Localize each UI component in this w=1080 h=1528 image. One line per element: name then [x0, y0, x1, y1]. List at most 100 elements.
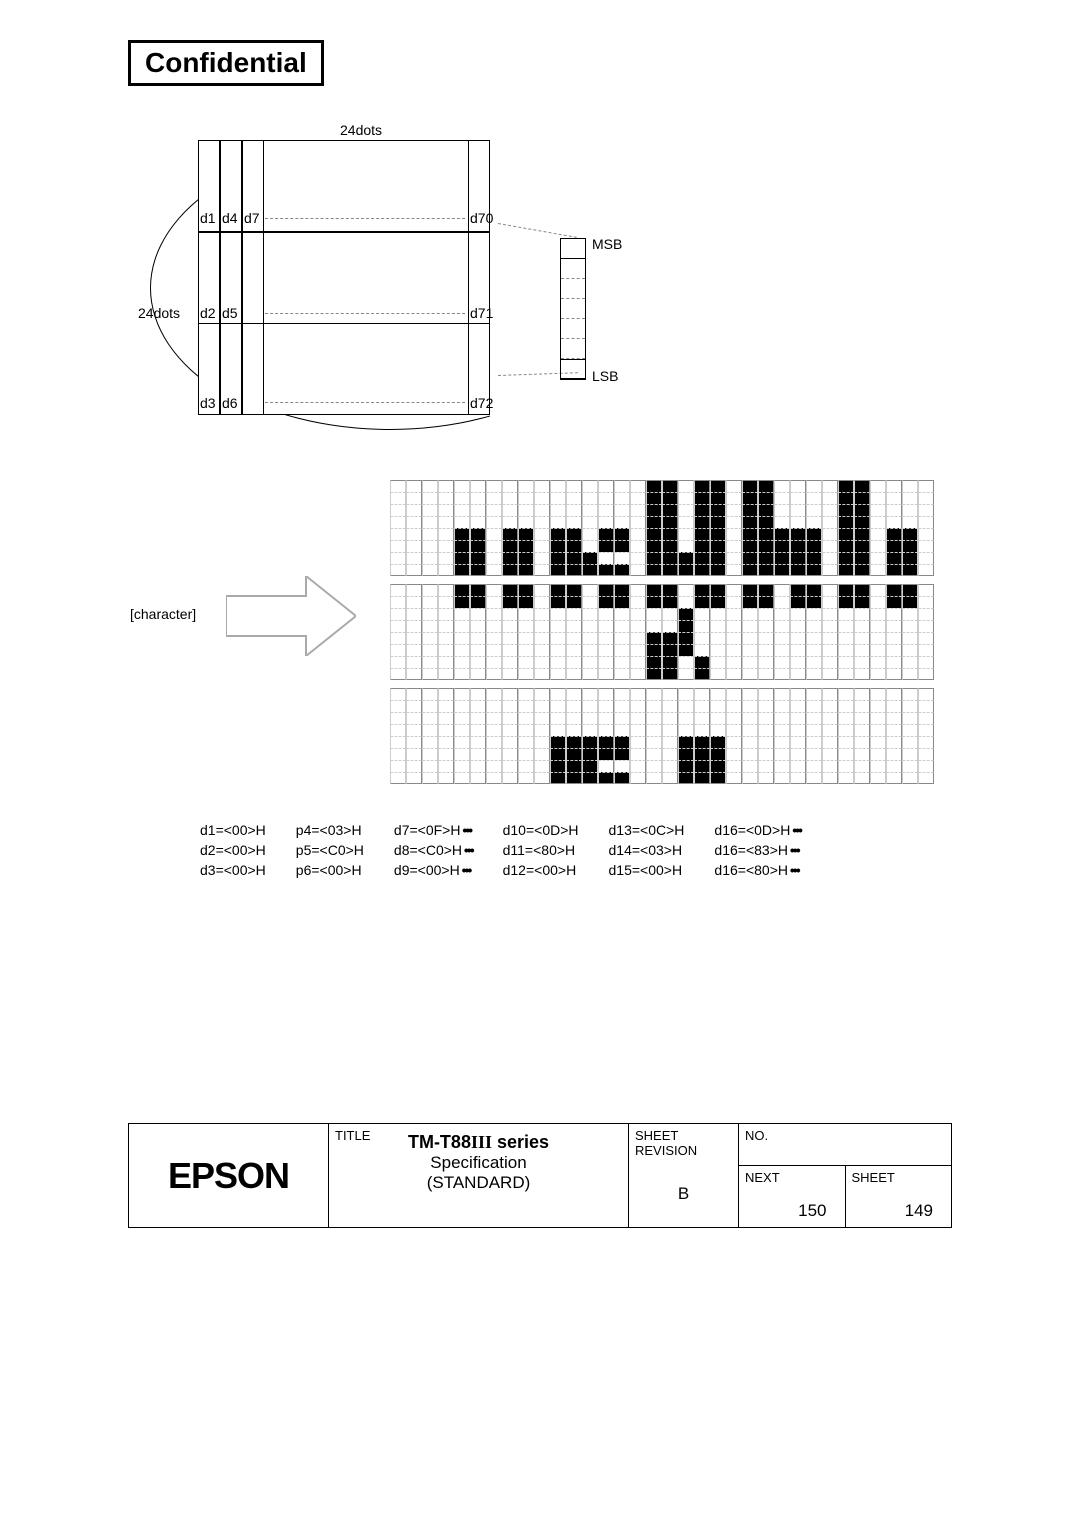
data-row: d13=<0C>H: [609, 820, 685, 840]
confidential-badge: Confidential: [128, 40, 324, 86]
character-diagram: [character]: [130, 480, 950, 820]
dash-r1: [265, 218, 465, 219]
arrow-icon: [226, 576, 356, 656]
label-d72: d72: [470, 395, 493, 411]
data-row: d7=<0F>H •••: [394, 820, 473, 840]
grid-row-2: [198, 232, 490, 324]
bitmap-col: [854, 480, 870, 792]
bitmap-col: [710, 480, 726, 792]
bitmap-col: [550, 480, 566, 792]
data-row: d16=<0D>H •••: [714, 820, 801, 840]
data-col: d16=<0D>H •••d16=<83>H •••d16=<80>H •••: [714, 820, 801, 880]
bitmap-col: [502, 480, 518, 792]
label-d7: d7: [244, 210, 260, 226]
bitmap-col: [438, 480, 454, 792]
data-row: p6=<00>H: [296, 860, 364, 880]
bitmap-col: [790, 480, 806, 792]
bitmap-col: [518, 480, 534, 792]
label-d3: d3: [200, 395, 216, 411]
data-row: d11=<80>H: [503, 840, 579, 860]
msb-label: MSB: [592, 236, 622, 252]
title-main-a: TM-T88: [408, 1132, 471, 1152]
data-col: d1=<00>Hd2=<00>Hd3=<00>H: [200, 820, 266, 880]
right-block: NO. NEXT 150 SHEET 149: [739, 1124, 951, 1227]
bitmap-col: [454, 480, 470, 792]
byte-detail: [560, 238, 586, 380]
data-row: d3=<00>H: [200, 860, 266, 880]
data-col: d7=<0F>H •••d8=<C0>H •••d9=<00>H •••: [394, 820, 473, 880]
width-label-top: 24dots: [340, 122, 382, 138]
data-row: d9=<00>H •••: [394, 860, 473, 880]
next-value: 150: [798, 1201, 826, 1221]
data-row: p5=<C0>H: [296, 840, 364, 860]
bitmap-col: [662, 480, 678, 792]
ellipse-bottom: [190, 414, 490, 444]
bitmap-col: [470, 480, 486, 792]
bitmap-col: [630, 480, 646, 792]
sheet-block: SHEET 149: [846, 1166, 952, 1227]
data-col: p4=<03>Hp5=<C0>Hp6=<00>H: [296, 820, 364, 880]
bitmap-col: [390, 480, 406, 792]
label-d71: d71: [470, 305, 493, 321]
logo: EPSON: [129, 1124, 329, 1227]
revision-label: SHEET REVISION: [629, 1124, 738, 1166]
bitmap-col: [422, 480, 438, 792]
data-row: p4=<03>H: [296, 820, 364, 840]
footer-table: EPSON TITLE TM-T88III series Specificati…: [128, 1123, 952, 1228]
data-row: d16=<80>H •••: [714, 860, 801, 880]
bitmap-col: [582, 480, 598, 792]
data-row: d16=<83>H •••: [714, 840, 801, 860]
bitmap-col: [806, 480, 822, 792]
label-d4: d4: [222, 210, 238, 226]
bitmap-col: [742, 480, 758, 792]
revision-block: SHEET REVISION B: [629, 1124, 739, 1227]
character-label: [character]: [130, 606, 196, 622]
data-col: d10=<0D>Hd11=<80>Hd12=<00>H: [503, 820, 579, 880]
next-label: NEXT: [745, 1170, 780, 1185]
bitmap-col: [566, 480, 582, 792]
data-row: d12=<00>H: [503, 860, 579, 880]
title-sub1: Specification: [329, 1153, 628, 1173]
data-row: d2=<00>H: [200, 840, 266, 860]
bitmap-col: [406, 480, 422, 792]
data-row: d8=<C0>H •••: [394, 840, 473, 860]
no-label: NO.: [739, 1124, 951, 1166]
dash-r3: [265, 402, 465, 403]
bitmap-col: [886, 480, 902, 792]
bitmap-col: [838, 480, 854, 792]
dot-grid-diagram: 24dots 24dots d1 d4 d7 d70 d2 d5 d71 d3 …: [150, 130, 790, 450]
data-row: d14=<03>H: [609, 840, 685, 860]
bitmap-col: [486, 480, 502, 792]
title-main-c: series: [492, 1132, 549, 1152]
label-d1: d1: [200, 210, 216, 226]
data-row: d1=<00>H: [200, 820, 266, 840]
bitmap-col: [646, 480, 662, 792]
bitmap-col: [758, 480, 774, 792]
title-label: TITLE: [335, 1128, 370, 1143]
title-block: TITLE TM-T88III series Specification (ST…: [329, 1124, 629, 1227]
next-block: NEXT 150: [739, 1166, 846, 1227]
data-row: d10=<0D>H: [503, 820, 579, 840]
bitmap-col: [614, 480, 630, 792]
bitmap-col: [902, 480, 918, 792]
data-values: d1=<00>Hd2=<00>Hd3=<00>H p4=<03>Hp5=<C0>H…: [200, 820, 831, 880]
data-col: d13=<0C>Hd14=<03>Hd15=<00>H: [609, 820, 685, 880]
revision-value: B: [629, 1166, 738, 1204]
bitmap-col: [870, 480, 886, 792]
bitmap-col: [534, 480, 550, 792]
label-d6: d6: [222, 395, 238, 411]
sheet-label: SHEET: [852, 1170, 895, 1185]
dash-r2: [265, 313, 465, 314]
bitmap-col: [678, 480, 694, 792]
sheet-value: 149: [905, 1201, 933, 1221]
label-d5: d5: [222, 305, 238, 321]
bitmap-col: [694, 480, 710, 792]
title-main-b: III: [471, 1132, 492, 1152]
label-d70: d70: [470, 210, 493, 226]
bitmap-col: [774, 480, 790, 792]
label-d2: d2: [200, 305, 216, 321]
bitmap-col: [726, 480, 742, 792]
dash-to-msb: [498, 223, 577, 238]
bitmap-col: [598, 480, 614, 792]
title-sub2: (STANDARD): [329, 1173, 628, 1193]
